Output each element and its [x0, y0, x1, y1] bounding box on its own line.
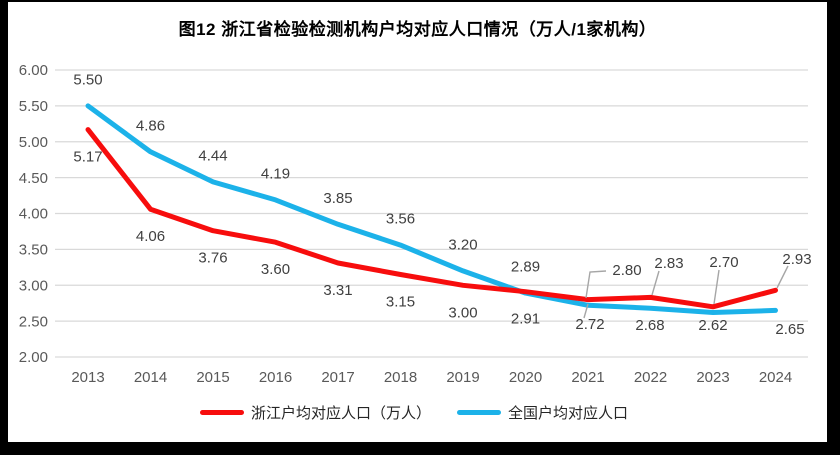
series-line-national	[85, 103, 778, 315]
y-axis-tick-label: 3.00	[19, 277, 48, 294]
chart-title: 图12 浙江省检验检测机构户均对应人口情况（万人/1家机构）	[178, 20, 657, 39]
legend-item-zhejiang: 浙江户均对应人口（万人）	[199, 402, 431, 423]
data-label-zhejiang: 3.00	[448, 304, 477, 321]
x-axis-tick-label: 2016	[259, 369, 292, 386]
data-label-national: 3.20	[448, 236, 477, 253]
data-label-national: 2.65	[775, 321, 804, 338]
data-label-national: 4.86	[136, 117, 165, 134]
data-label-national: 2.62	[698, 317, 727, 334]
x-axis-tick-label: 2023	[696, 369, 729, 386]
label-leader-line	[585, 270, 607, 299]
legend: 浙江户均对应人口（万人） 全国户均对应人口	[0, 402, 828, 423]
data-label-zhejiang: 3.15	[386, 293, 415, 310]
label-leader-line	[776, 265, 789, 289]
data-label-zhejiang: 2.91	[511, 311, 540, 328]
blue-line-swatch	[457, 410, 501, 415]
x-axis-tick-label: 2019	[446, 369, 479, 386]
x-axis-tick-label: 2014	[134, 369, 167, 386]
y-axis-tick-label: 4.00	[19, 206, 48, 223]
data-label-national: 4.44	[198, 147, 227, 164]
chart-canvas: 图12 浙江省检验检测机构户均对应人口情况（万人/1家机构）	[8, 2, 827, 442]
data-label-zhejiang: 2.93	[782, 251, 811, 268]
data-label-zhejiang: 2.83	[654, 255, 683, 272]
x-axis-tick-label: 2021	[571, 369, 604, 386]
x-axis-tick-label: 2022	[634, 369, 667, 386]
data-label-zhejiang: 3.60	[261, 261, 290, 278]
y-axis-tick-label: 2.00	[19, 349, 48, 366]
label-leader-line	[651, 270, 660, 296]
data-label-national: 4.19	[261, 165, 290, 182]
red-line-swatch	[199, 410, 244, 415]
legend-label-zhejiang: 浙江户均对应人口（万人）	[250, 405, 431, 422]
x-axis-tick-label: 2013	[71, 369, 104, 386]
data-label-zhejiang: 2.70	[709, 254, 738, 271]
y-axis-tick-label: 5.50	[19, 98, 48, 115]
series-line-zhejiang	[85, 127, 778, 310]
data-label-national: 2.89	[511, 259, 540, 276]
data-label-national: 2.68	[635, 317, 664, 334]
data-label-zhejiang: 3.76	[198, 250, 227, 267]
x-axis-tick-label: 2017	[321, 369, 354, 386]
data-label-national: 2.72	[575, 316, 604, 333]
y-axis-tick-label: 4.50	[19, 170, 48, 187]
label-leader-line	[583, 303, 589, 319]
y-axis-tick-label: 3.50	[19, 242, 48, 259]
legend-item-national: 全国户均对应人口	[457, 402, 628, 423]
y-axis-tick-label: 6.00	[19, 62, 48, 79]
data-label-zhejiang: 4.06	[136, 228, 165, 245]
data-label-zhejiang: 5.17	[73, 149, 102, 166]
data-label-national: 3.85	[323, 190, 352, 207]
legend-label-national: 全国户均对应人口	[508, 405, 629, 422]
data-label-zhejiang: 3.31	[323, 282, 352, 299]
data-label-zhejiang: 2.80	[612, 262, 641, 279]
x-axis-tick-label: 2024	[759, 369, 792, 386]
x-axis-tick-label: 2020	[509, 369, 542, 386]
data-label-national: 3.56	[386, 211, 415, 228]
y-axis-tick-label: 2.50	[19, 313, 48, 330]
label-leader-line	[713, 269, 720, 305]
x-axis-tick-label: 2018	[384, 369, 417, 386]
y-axis-tick-label: 5.00	[19, 134, 48, 151]
x-axis-tick-label: 2015	[196, 369, 229, 386]
data-label-national: 5.50	[73, 71, 102, 88]
